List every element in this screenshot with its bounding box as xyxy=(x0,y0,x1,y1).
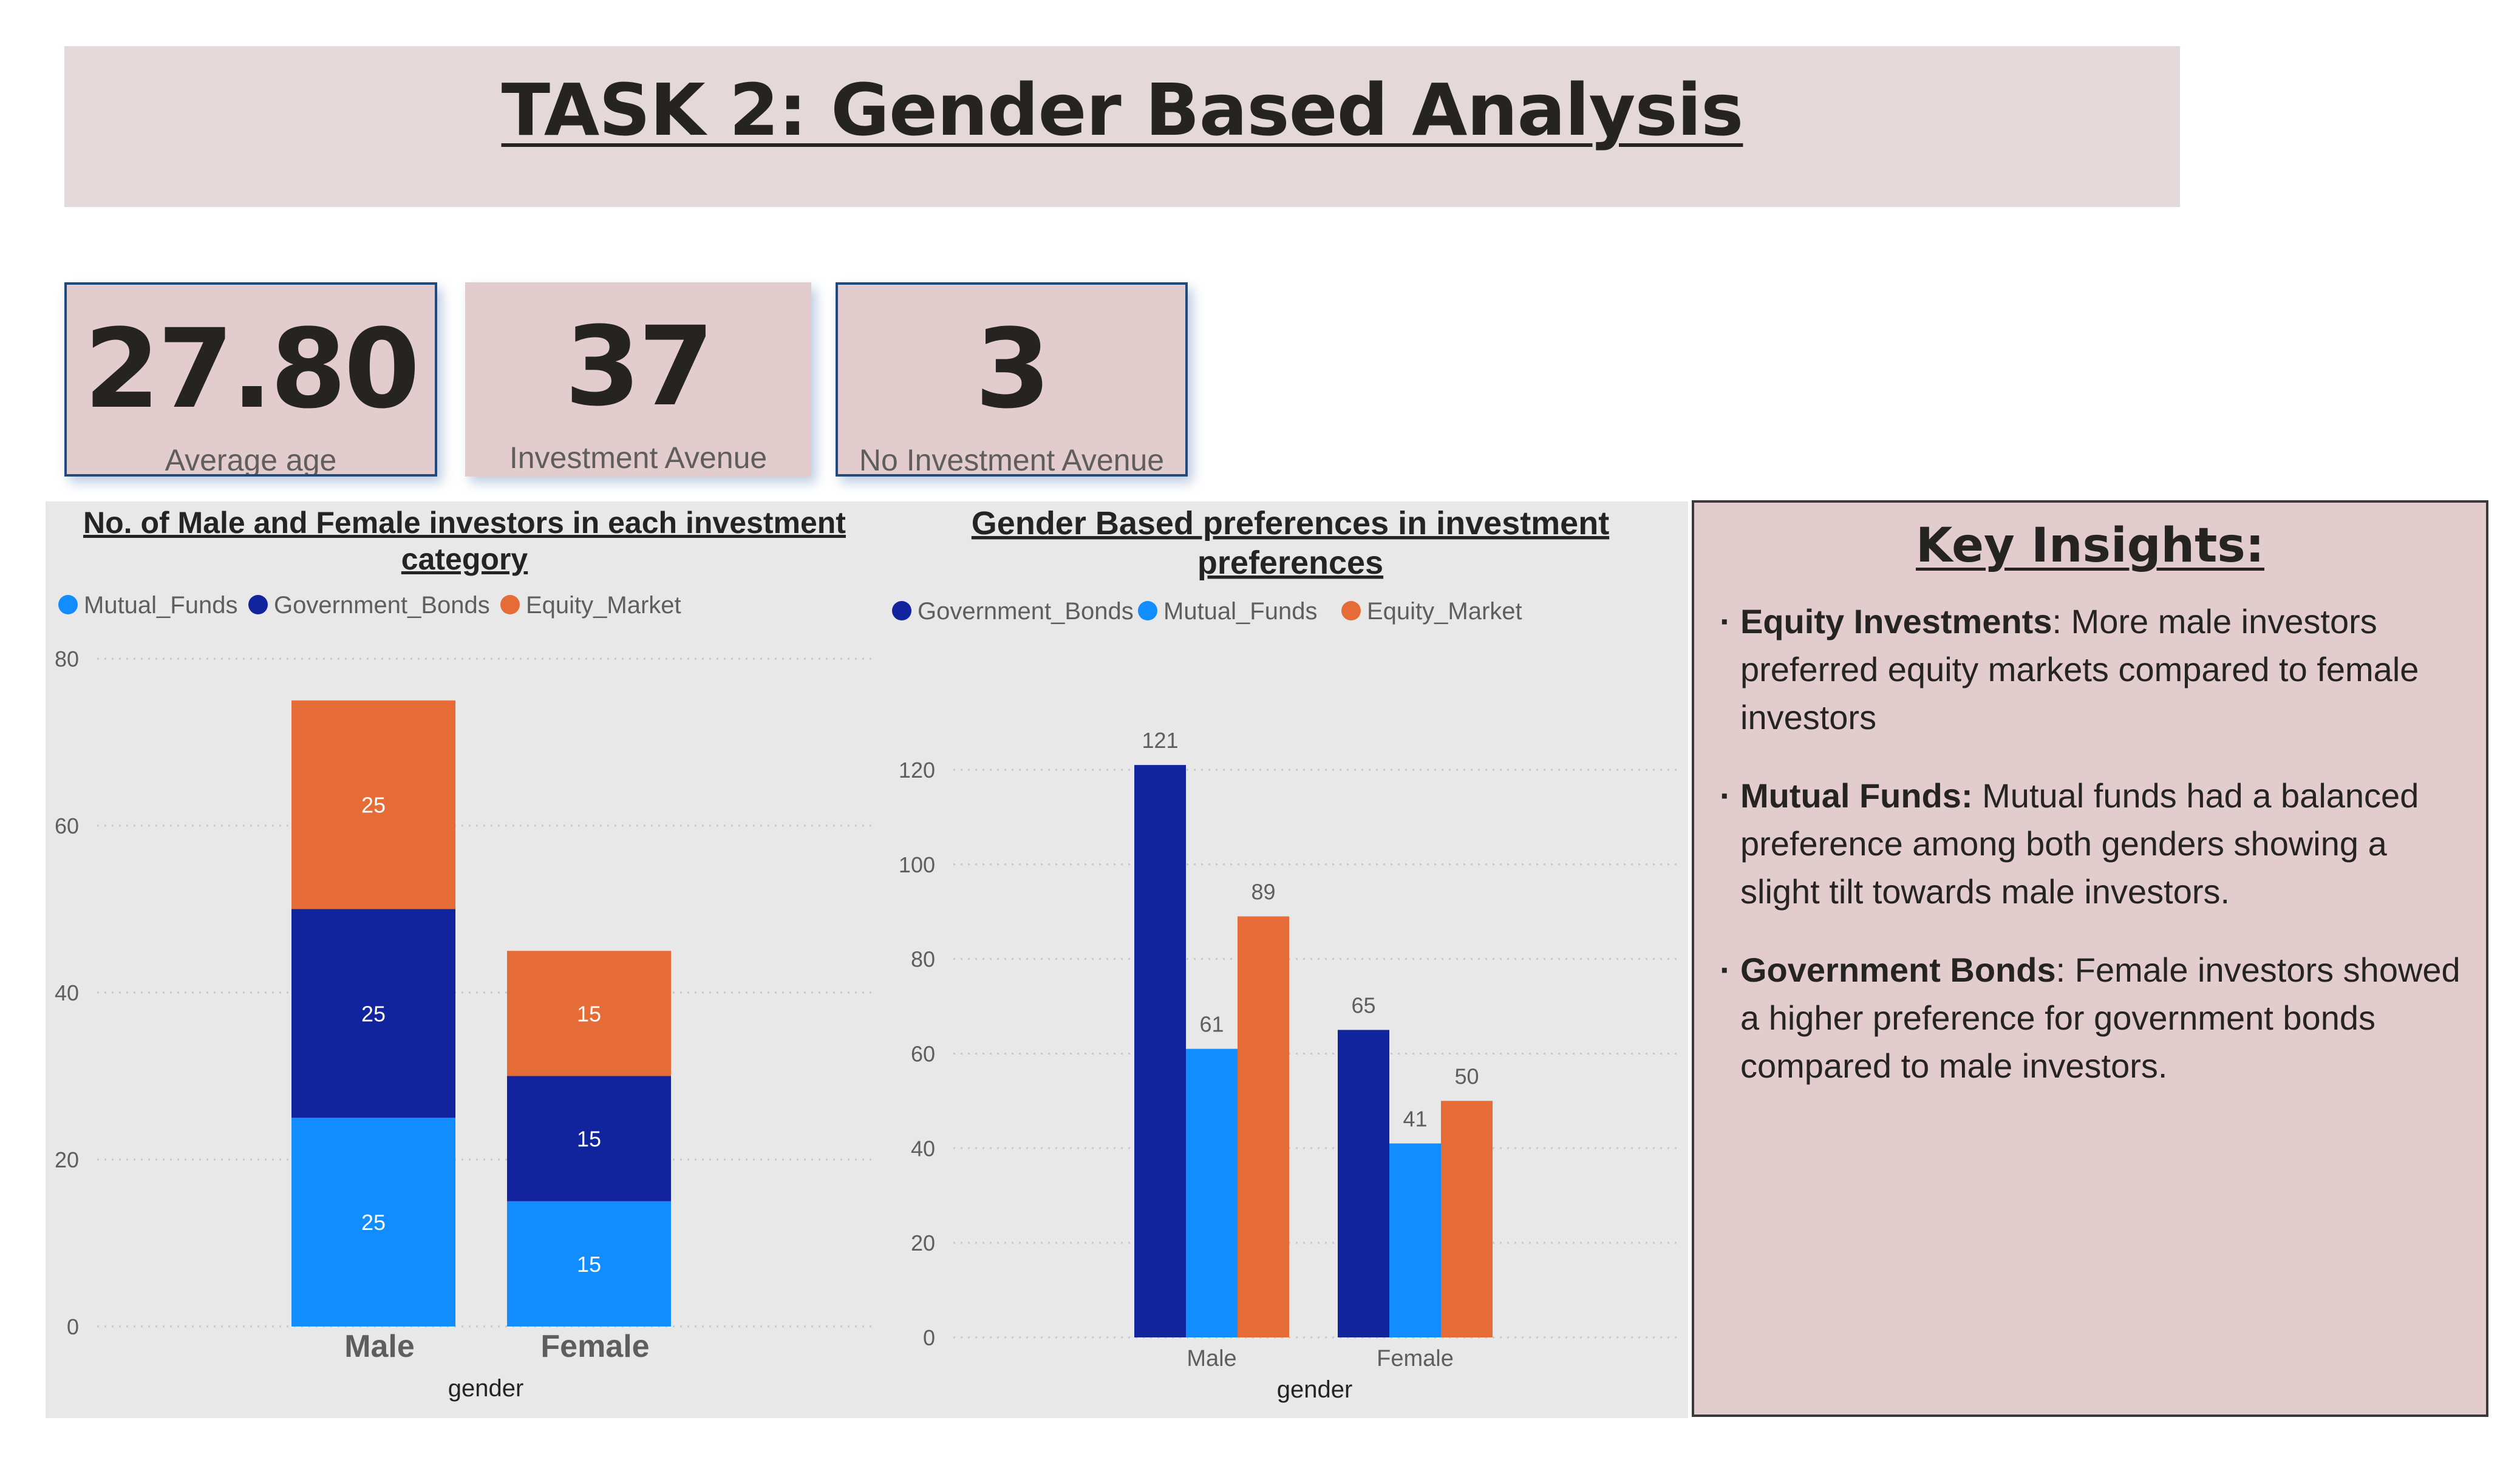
bar-segment xyxy=(291,909,455,1118)
insight-text: Mutual funds had a balanced preference a… xyxy=(1740,776,2419,911)
insight-heading: Mutual Funds: xyxy=(1740,776,1973,815)
data-label: 15 xyxy=(577,1127,601,1152)
bar-segment xyxy=(291,1118,455,1326)
y-tick-label: 20 xyxy=(911,1231,935,1255)
data-label: 61 xyxy=(1199,1012,1224,1037)
x-tick-label: Male xyxy=(1187,1346,1236,1371)
bar xyxy=(1134,765,1186,1337)
kpi-label: Investment Avenue xyxy=(509,441,768,475)
y-tick-label: 100 xyxy=(899,852,935,877)
bar xyxy=(1338,1030,1389,1337)
bullet-icon: · xyxy=(1720,602,1731,640)
bullet-icon: · xyxy=(1720,951,1731,989)
data-label: 121 xyxy=(1142,728,1178,753)
chart-title: preferences xyxy=(1197,545,1383,581)
kpi-value: 3 xyxy=(975,306,1051,433)
kpi-value: 37 xyxy=(564,304,714,430)
title-banner: TASK 2: Gender Based Analysis xyxy=(64,46,2180,207)
y-tick-label: 80 xyxy=(55,647,79,671)
x-tick-label: Female xyxy=(540,1329,649,1364)
data-label: 89 xyxy=(1251,879,1275,904)
chart-title: Gender Based preferences in investment xyxy=(972,505,1609,542)
legend-marker xyxy=(58,595,78,614)
data-label: 25 xyxy=(361,1210,386,1235)
chart-title: No. of Male and Female investors in each… xyxy=(83,506,846,540)
y-tick-label: 60 xyxy=(55,813,79,838)
legend-label: Mutual_Funds xyxy=(84,592,237,619)
legend-label: Government_Bonds xyxy=(918,598,1134,625)
page-title: TASK 2: Gender Based Analysis xyxy=(501,68,1744,152)
insight-item: · Equity Investments: More male investors… xyxy=(1720,597,2474,741)
kpi-card-no-investment-avenue[interactable]: 3 No Investment Avenue xyxy=(836,282,1188,477)
y-tick-label: 40 xyxy=(55,980,79,1005)
bar xyxy=(1186,1048,1238,1337)
legend-label: Equity_Market xyxy=(526,592,681,619)
insight-heading: Equity Investments xyxy=(1740,602,2052,640)
data-label: 65 xyxy=(1351,993,1375,1018)
legend-marker xyxy=(892,601,911,620)
y-tick-label: 0 xyxy=(923,1325,935,1350)
bar xyxy=(1441,1101,1493,1337)
data-label: 25 xyxy=(361,793,386,818)
data-label: 50 xyxy=(1454,1064,1479,1089)
insights-list: · Equity Investments: More male investors… xyxy=(1694,597,2486,1090)
y-tick-label: 20 xyxy=(55,1147,79,1172)
insight-item: · Mutual Funds: Mutual funds had a balanc… xyxy=(1720,772,2474,915)
kpi-label: Average age xyxy=(165,443,337,477)
bullet-icon: · xyxy=(1720,776,1731,815)
y-tick-label: 40 xyxy=(911,1136,935,1161)
y-tick-label: 0 xyxy=(67,1314,79,1339)
legend-marker xyxy=(1138,601,1157,620)
data-label: 15 xyxy=(577,1252,601,1277)
bar-segment xyxy=(507,1201,671,1326)
chart-title: category xyxy=(401,542,528,576)
insight-item: · Government Bonds: Female investors show… xyxy=(1720,946,2474,1090)
key-insights-panel: Key Insights: · Equity Investments: More … xyxy=(1692,500,2488,1417)
stacked-bar-chart[interactable]: No. of Male and Female investors in each… xyxy=(55,506,874,1402)
insight-text: : Female investors showed a higher prefe… xyxy=(1740,951,2460,1085)
clustered-bar-chart[interactable]: Gender Based preferences in investmentpr… xyxy=(892,505,1679,1403)
legend-marker xyxy=(1341,601,1361,620)
x-axis-label: gender xyxy=(1277,1376,1353,1403)
insight-heading: Government Bonds xyxy=(1740,951,2056,989)
legend-label: Equity_Market xyxy=(1367,598,1522,625)
legend-marker xyxy=(500,595,520,614)
insight-text: : More male investors preferred equity m… xyxy=(1740,602,2419,736)
legend-label: Government_Bonds xyxy=(274,592,490,619)
bar xyxy=(1389,1143,1441,1337)
insights-title: Key Insights: xyxy=(1916,518,2264,573)
kpi-card-average-age[interactable]: 27.80 Average age xyxy=(64,282,437,477)
x-tick-label: Female xyxy=(1377,1346,1454,1371)
x-axis-label: gender xyxy=(448,1375,524,1402)
kpi-label: No Investment Avenue xyxy=(859,443,1165,477)
bar xyxy=(1238,916,1289,1337)
bar-segment xyxy=(507,951,671,1076)
kpi-card-investment-avenue[interactable]: 37 Investment Avenue xyxy=(465,282,811,477)
legend-label: Mutual_Funds xyxy=(1163,598,1317,625)
bar-segment xyxy=(291,700,455,909)
kpi-value: 27.80 xyxy=(84,306,420,433)
y-tick-label: 80 xyxy=(911,947,935,972)
x-tick-label: Male xyxy=(344,1329,415,1364)
bar-segment xyxy=(507,1076,671,1201)
y-tick-label: 120 xyxy=(899,758,935,783)
data-label: 15 xyxy=(577,1001,601,1026)
data-label: 41 xyxy=(1403,1107,1427,1132)
legend-marker xyxy=(248,595,268,614)
data-label: 25 xyxy=(361,1001,386,1026)
y-tick-label: 60 xyxy=(911,1041,935,1066)
